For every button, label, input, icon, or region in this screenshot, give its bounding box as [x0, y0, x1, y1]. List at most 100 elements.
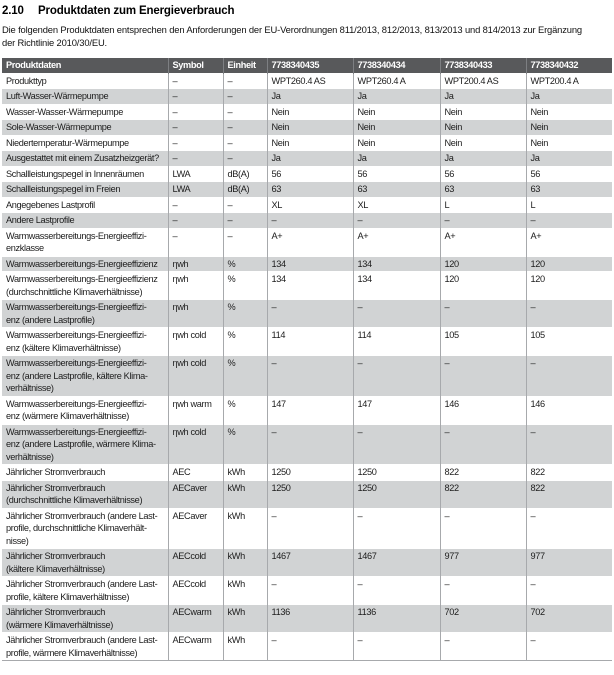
row-value-1: 56 — [267, 166, 354, 182]
row-value-1: Ja — [267, 150, 354, 166]
table-row: Warmwasserbereitungs-Energieeffizienz ηw… — [2, 256, 612, 272]
row-value-2: 114 — [353, 327, 441, 356]
table-row: Luft-Wasser-Wärmepumpe – – Ja Ja Ja Ja — [2, 88, 612, 104]
row-value-2: 1250 — [353, 480, 441, 508]
row-value-2: – — [353, 424, 441, 465]
row-value-2: – — [353, 355, 441, 396]
row-unit: kWh — [223, 632, 268, 661]
row-value-2: – — [353, 576, 441, 605]
table-row: Schallleistungspegel im Freien LWA dB(A)… — [2, 181, 612, 197]
row-value-4: 120 — [530, 274, 546, 284]
row-value-4: – — [530, 358, 536, 368]
row-label: Jährlicher Stromverbrauch (kältere Klima… — [2, 548, 169, 577]
table-header: Produktdaten Symbol Einheit 7738340435 7… — [2, 58, 612, 73]
row-value-4: 822 — [530, 482, 546, 493]
row-value-2: 56 — [353, 166, 441, 182]
row-unit: – — [223, 197, 268, 213]
row-value-1: – — [267, 355, 354, 396]
row-label: Jährlicher Stromverbrauch (andere Last- … — [2, 576, 169, 605]
row-value-3: A+ — [440, 228, 527, 256]
row-unit: kWh — [223, 576, 268, 605]
row-symbol: ηwh — [168, 271, 224, 300]
row-value-1: 134 — [267, 256, 354, 272]
row-label: Warmwasserbereitungs-Energieeffizienz — [2, 256, 169, 272]
row-symbol: LWA — [168, 181, 224, 197]
column-header-article-4: 7738340432 — [526, 58, 612, 73]
row-value-2: 134 — [353, 256, 441, 272]
row-value-2: – — [353, 508, 441, 549]
row-label: Jährlicher Stromverbrauch (andere Last- … — [2, 508, 169, 549]
row-value-2: WPT260.4 A — [353, 73, 441, 89]
row-unit: % — [223, 396, 268, 424]
row-value-1: 1250 — [267, 464, 354, 480]
row-unit: % — [223, 299, 268, 328]
row-value-3: – — [440, 212, 527, 228]
row-symbol: – — [168, 212, 224, 228]
row-value-1: 1136 — [267, 604, 354, 633]
row-value-2: Nein — [353, 104, 441, 120]
row-value-4: – — [530, 426, 536, 437]
row-symbol: – — [168, 150, 224, 166]
table-row: Angegebenes Lastprofil – – XL XL L L — [2, 197, 612, 213]
row-value-1: – — [267, 632, 354, 661]
row-unit: kWh — [223, 464, 268, 480]
row-symbol: AECwarm — [168, 632, 224, 661]
row-value-4: 63 — [530, 184, 541, 194]
row-label: Niedertemperatur-Wärmepumpe — [2, 135, 169, 151]
table-row: Jährlicher Stromverbrauch AEC kWh 1250 1… — [2, 464, 612, 480]
row-value-4: Ja — [530, 153, 540, 163]
table-row: Warmwasserbereitungs-Energieeffizi- enz … — [2, 396, 612, 424]
row-value-3: 120 — [440, 271, 527, 300]
row-value-4: 120 — [530, 258, 546, 269]
table-row: Warmwasserbereitungs-Energieeffizi- enzk… — [2, 228, 612, 256]
table-row: Jährlicher Stromverbrauch (andere Last- … — [2, 576, 612, 605]
row-unit: – — [223, 88, 268, 104]
row-value-4: A+ — [530, 230, 542, 241]
table-row: Warmwasserbereitungs-Energieeffizi- enz … — [2, 355, 612, 396]
row-value-4: – — [530, 215, 536, 225]
row-unit: – — [223, 73, 268, 89]
row-value-3: – — [440, 299, 527, 328]
row-value-3: Nein — [440, 119, 527, 135]
product-data-table: Produktdaten Symbol Einheit 7738340435 7… — [2, 58, 612, 661]
column-header-article-3: 7738340433 — [440, 58, 527, 73]
table-row: Sole-Wasser-Wärmepumpe – – Nein Nein Nei… — [2, 119, 612, 135]
row-symbol: AECwarm — [168, 604, 224, 633]
row-value-3: 977 — [440, 548, 527, 577]
row-symbol: ηwh cold — [168, 424, 224, 465]
row-label: Warmwasserbereitungs-Energieeffizi- enzk… — [2, 228, 169, 256]
row-value-1: – — [267, 212, 354, 228]
row-value-4: Nein — [530, 106, 549, 117]
row-value-3: – — [440, 632, 527, 661]
row-label: Andere Lastprofile — [2, 212, 169, 228]
row-value-4: – — [530, 510, 536, 521]
row-value-1: A+ — [267, 228, 354, 256]
row-symbol: – — [168, 228, 224, 256]
row-value-3: 822 — [440, 464, 527, 480]
row-unit: kWh — [223, 548, 268, 577]
row-value-1: 114 — [267, 327, 354, 356]
row-symbol: ηwh warm — [168, 396, 224, 424]
row-value-4: Nein — [530, 122, 549, 132]
page-title: Produktdaten zum Energieverbrauch — [38, 5, 235, 17]
column-header-symbol: Symbol — [168, 58, 224, 73]
row-value-2: Ja — [353, 88, 441, 104]
table-row: Produkttyp – – WPT260.4 AS WPT260.4 A WP… — [2, 73, 612, 89]
row-value-2: 63 — [353, 181, 441, 197]
row-unit: – — [223, 119, 268, 135]
row-unit: % — [223, 424, 268, 465]
row-label: Schallleistungspegel im Freien — [2, 181, 169, 197]
row-label: Schallleistungspegel in Innenräumen — [2, 166, 169, 182]
row-unit: dB(A) — [223, 166, 268, 182]
row-value-4: 146 — [530, 398, 546, 409]
row-value-1: 1250 — [267, 480, 354, 508]
table-row: Jährlicher Stromverbrauch (andere Last- … — [2, 508, 612, 549]
row-value-4: 56 — [530, 168, 541, 179]
row-value-3: WPT200.4 AS — [440, 73, 527, 89]
row-symbol: – — [168, 197, 224, 213]
row-value-4: Nein — [530, 137, 549, 148]
row-symbol: ηwh cold — [168, 355, 224, 396]
row-value-1: – — [267, 424, 354, 465]
row-label: Sole-Wasser-Wärmepumpe — [2, 119, 169, 135]
row-value-1: Ja — [267, 88, 354, 104]
